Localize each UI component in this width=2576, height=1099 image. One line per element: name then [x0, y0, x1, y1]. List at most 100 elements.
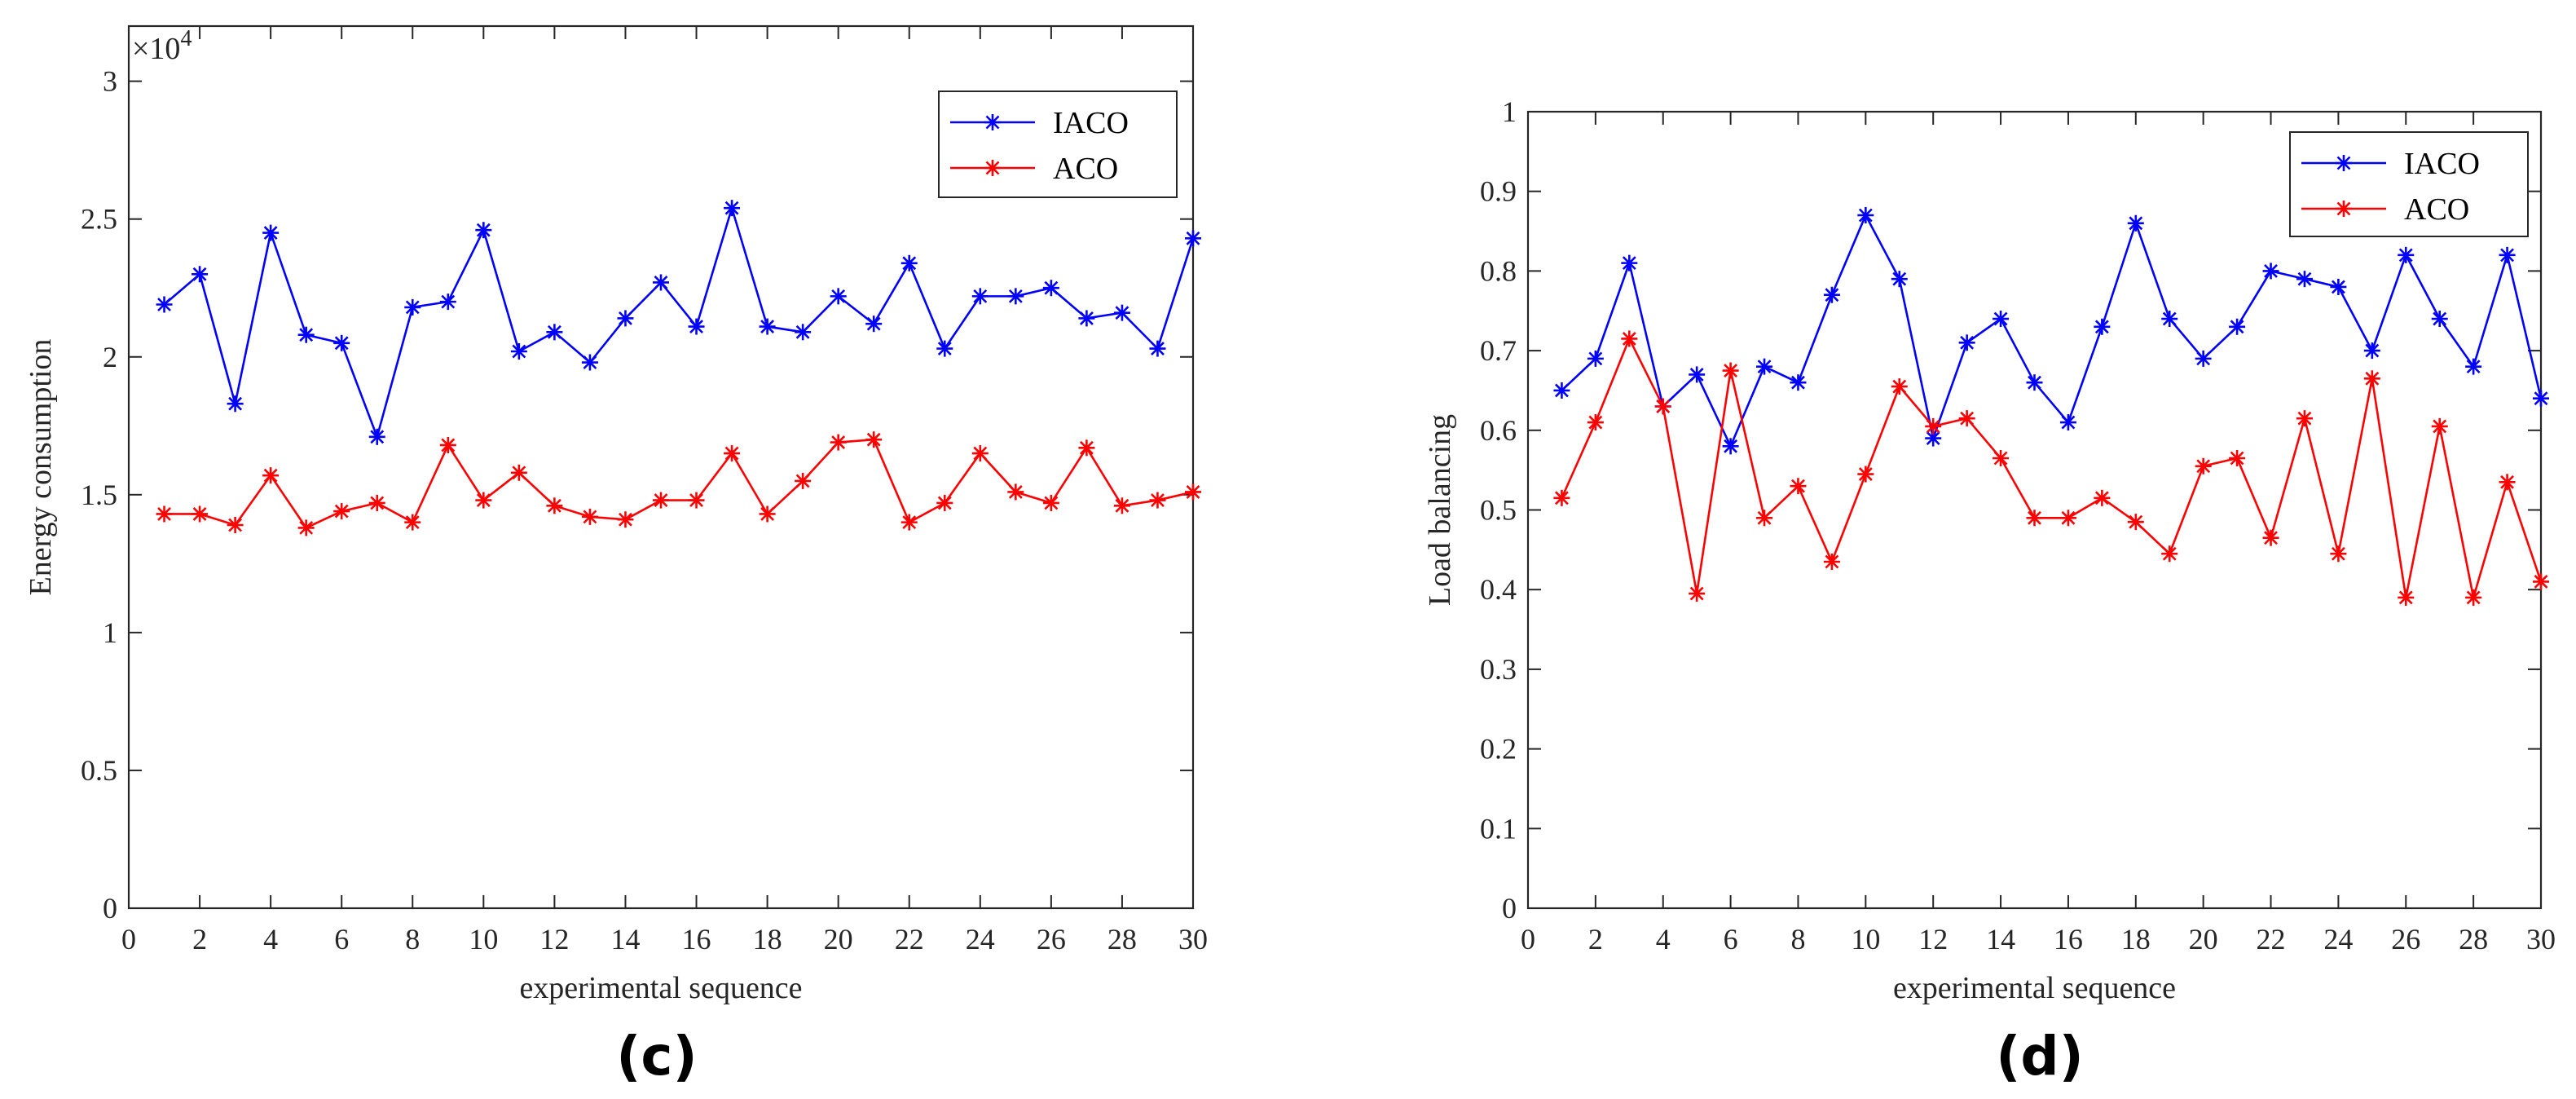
data-point-aco	[1790, 478, 1807, 495]
data-point-aco	[1689, 585, 1706, 602]
data-point-iaco	[2499, 246, 2516, 263]
data-point-iaco	[936, 340, 953, 357]
legend-entry-aco: ACO	[950, 152, 1118, 186]
data-point-iaco	[865, 316, 883, 333]
x-tick-label: 30	[1178, 923, 1208, 956]
data-point-aco	[297, 519, 315, 536]
y-tick-label: 0.5	[81, 754, 117, 787]
data-point-iaco	[1722, 438, 1739, 455]
data-point-aco	[1722, 362, 1739, 379]
legend-entry-iaco: IACO	[950, 106, 1129, 140]
data-point-iaco	[653, 274, 669, 291]
data-point-iaco	[2533, 390, 2549, 407]
legend-marker	[2336, 201, 2352, 217]
data-point-iaco	[333, 334, 350, 351]
y-tick-label: 2.5	[81, 203, 117, 236]
data-point-iaco	[617, 310, 634, 327]
x-tick-label: 4	[263, 923, 278, 956]
data-point-aco	[2499, 474, 2516, 491]
data-point-iaco	[1587, 350, 1604, 367]
y-tick-label: 0	[1502, 892, 1517, 925]
series-line-iaco	[1561, 212, 2543, 449]
x-tick-label: 28	[2459, 923, 2488, 956]
data-point-aco	[510, 464, 527, 481]
data-point-aco	[1857, 466, 1874, 483]
data-point-aco	[1185, 483, 1201, 501]
data-point-iaco	[688, 318, 705, 335]
data-point-aco	[2431, 417, 2448, 435]
y-tick-label: 0.2	[1480, 733, 1517, 766]
data-point-aco	[156, 505, 173, 523]
data-point-aco	[759, 505, 776, 523]
data-point-aco	[2195, 457, 2212, 474]
x-tick-label: 6	[334, 923, 349, 956]
series-line-iaco	[163, 204, 1195, 441]
y-axis-exponent: ×104	[132, 26, 192, 66]
x-axis-title: experimental sequence	[519, 971, 802, 1005]
data-point-iaco	[1689, 366, 1706, 383]
data-point-iaco	[2363, 342, 2380, 360]
data-point-aco	[936, 494, 953, 511]
data-point-aco	[971, 445, 989, 462]
data-point-aco	[262, 467, 280, 484]
data-point-iaco	[1042, 280, 1059, 297]
data-point-iaco	[900, 254, 918, 271]
data-point-aco	[1587, 414, 1604, 431]
data-point-aco	[2465, 589, 2482, 606]
x-tick-label: 12	[539, 923, 569, 956]
y-tick-label: 1	[103, 616, 117, 649]
data-point-aco	[404, 514, 421, 531]
x-tick-label: 2	[1588, 923, 1603, 956]
legend-marker	[984, 160, 1001, 176]
data-point-aco	[653, 492, 669, 509]
data-point-iaco	[1958, 334, 1975, 351]
x-tick-label: 14	[610, 923, 640, 956]
y-tick-label: 1.5	[81, 479, 117, 511]
data-point-aco	[1149, 492, 1166, 509]
x-tick-label: 22	[2257, 923, 2286, 956]
data-point-iaco	[262, 224, 280, 241]
data-point-iaco	[368, 428, 385, 445]
data-point-aco	[865, 431, 883, 448]
data-point-aco	[2127, 514, 2144, 531]
data-point-aco	[1823, 554, 1840, 571]
data-point-iaco	[1185, 230, 1201, 247]
data-point-iaco	[2161, 311, 2178, 328]
data-point-iaco	[1621, 254, 1638, 271]
x-tick-label: 24	[966, 923, 995, 956]
y-tick-label: 0.7	[1480, 334, 1517, 367]
data-point-iaco	[830, 288, 847, 305]
data-point-aco	[368, 494, 385, 511]
x-tick-label: 26	[1037, 923, 1066, 956]
data-point-iaco	[971, 288, 989, 305]
x-tick-label: 28	[1107, 923, 1137, 956]
data-point-aco	[688, 492, 705, 509]
legend-label: IACO	[2404, 147, 2480, 181]
data-point-aco	[2094, 489, 2111, 506]
data-point-iaco	[2026, 374, 2043, 391]
data-point-iaco	[759, 318, 776, 335]
data-point-iaco	[2195, 350, 2212, 367]
series-line-aco	[1561, 336, 2543, 598]
y-tick-label: 0.1	[1480, 812, 1517, 845]
data-point-iaco	[1553, 382, 1570, 399]
data-point-aco	[830, 434, 847, 451]
data-point-aco	[617, 511, 634, 528]
data-point-aco	[2363, 370, 2380, 387]
legend-label: ACO	[2404, 192, 2469, 227]
x-tick-label: 10	[1851, 923, 1880, 956]
y-tick-label: 2	[103, 341, 117, 373]
data-point-iaco	[724, 200, 741, 217]
panel-label: (c)	[616, 1025, 697, 1088]
data-point-iaco	[1756, 358, 1773, 375]
data-point-aco	[1958, 410, 1975, 427]
data-point-aco	[1654, 398, 1671, 415]
data-point-iaco	[2094, 318, 2111, 335]
x-tick-label: 4	[1656, 923, 1671, 956]
data-point-aco	[1078, 439, 1095, 457]
y-tick-label: 0.4	[1480, 573, 1517, 606]
legend-box	[938, 90, 1178, 198]
data-point-iaco	[510, 342, 527, 360]
data-point-iaco	[2431, 311, 2448, 328]
data-point-aco	[2262, 529, 2279, 546]
